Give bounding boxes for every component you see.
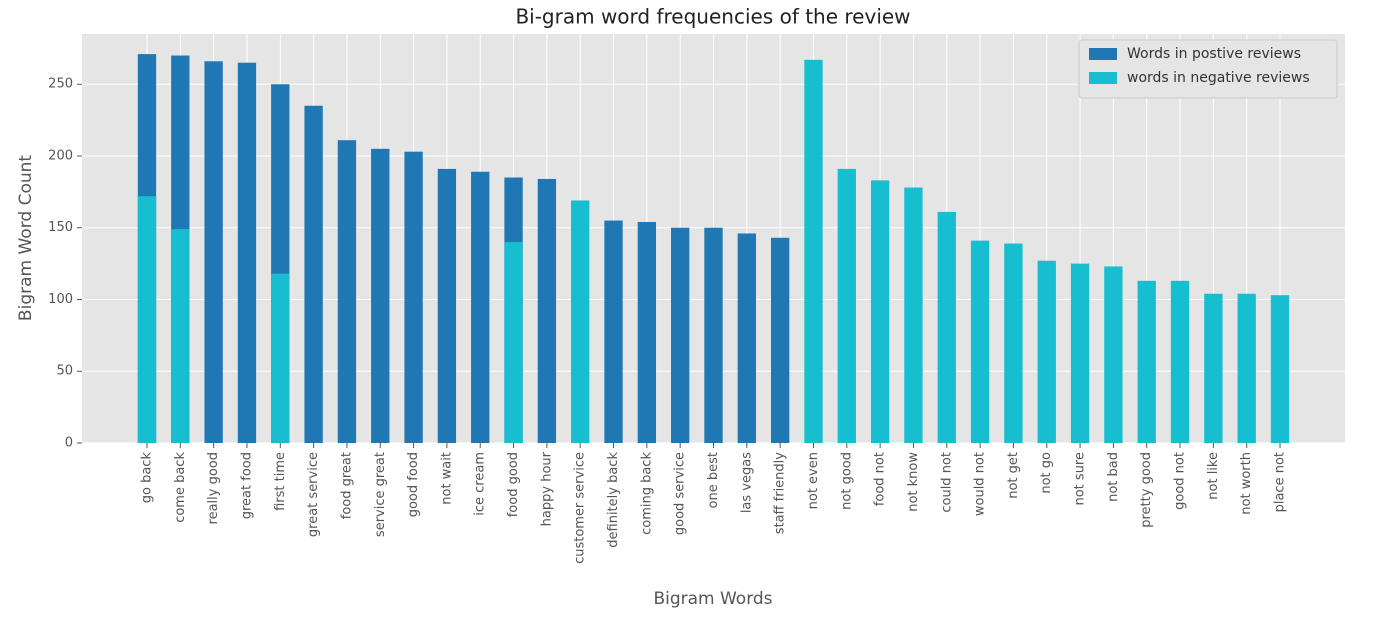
legend-label: words in negative reviews — [1127, 70, 1310, 86]
legend-swatch — [1089, 48, 1117, 60]
bar — [271, 273, 290, 443]
bar — [571, 200, 590, 443]
bar — [171, 229, 190, 443]
x-tick-label: food not — [873, 452, 888, 506]
bar — [1237, 293, 1256, 443]
y-tick-label: 250 — [48, 77, 73, 92]
x-tick-label: not bad — [1106, 452, 1121, 502]
x-tick-label: service great — [373, 452, 388, 537]
bar — [504, 242, 523, 443]
legend-box — [1078, 39, 1338, 99]
bar — [304, 105, 323, 443]
x-tick-label: not sure — [1073, 452, 1088, 506]
y-axis-label: Bigram Word Count — [16, 155, 36, 321]
x-tick-label: would not — [973, 452, 988, 516]
bar — [1170, 280, 1190, 443]
x-tick-label: ice cream — [473, 452, 488, 516]
y-tick-label: 50 — [56, 364, 73, 379]
bar — [1037, 260, 1056, 443]
bar — [237, 62, 257, 444]
bar — [737, 233, 756, 443]
bar — [337, 140, 357, 444]
bar — [1204, 293, 1223, 443]
x-tick-label: not even — [806, 452, 821, 509]
bar — [704, 227, 723, 443]
x-tick-label: not good — [839, 452, 854, 510]
bar — [904, 187, 923, 443]
y-tick-label: 200 — [48, 148, 73, 163]
legend-swatch — [1089, 72, 1117, 84]
x-tick-label: good food — [406, 452, 421, 517]
bars — [137, 54, 1290, 444]
y-tick-label: 0 — [65, 436, 73, 451]
bar — [1070, 263, 1090, 443]
bar — [137, 196, 157, 443]
x-tick-label: place not — [1273, 452, 1288, 512]
x-tick-label: not get — [1006, 452, 1021, 499]
x-tick-label: good not — [1173, 452, 1188, 510]
bar — [204, 61, 223, 444]
legend-label: Words in postive reviews — [1127, 46, 1301, 62]
bar — [371, 148, 390, 444]
bar — [804, 59, 823, 444]
bar — [770, 237, 790, 443]
bar — [404, 151, 423, 444]
x-tick-label: not like — [1206, 452, 1221, 500]
x-tick-label: great food — [239, 452, 254, 519]
x-tick-label: not worth — [1239, 452, 1254, 515]
x-tick-label: las vegas — [739, 452, 754, 513]
bar — [437, 168, 457, 443]
x-tick-label: first time — [273, 452, 288, 511]
x-tick-label: good service — [673, 452, 688, 535]
bar — [671, 227, 690, 443]
bar — [970, 240, 990, 443]
x-tick-label: food good — [506, 452, 521, 517]
bar — [1137, 280, 1156, 443]
x-tick-label: not go — [1039, 452, 1054, 494]
x-tick-label: great service — [306, 452, 321, 537]
bar — [537, 178, 557, 444]
x-axis-label: Bigram Words — [653, 589, 772, 609]
x-tick-label: customer service — [573, 452, 588, 564]
bar — [837, 168, 856, 443]
x-tick-label: food great — [339, 452, 354, 519]
bar — [471, 171, 490, 443]
bar — [937, 211, 956, 443]
bar — [1004, 243, 1023, 443]
x-tick-label: coming back — [639, 452, 654, 535]
y-tick-label: 100 — [48, 292, 73, 307]
legend: Words in postive reviews words in negativ… — [1078, 39, 1338, 99]
x-tick-label: staff friendly — [773, 452, 788, 535]
x-tick-label: not wait — [439, 452, 454, 505]
x-tick-label: definitely back — [606, 452, 621, 548]
x-tick-label: come back — [173, 452, 188, 523]
x-tick-label: could not — [939, 452, 954, 513]
bar — [637, 221, 657, 443]
bar — [870, 180, 890, 443]
x-tick-label: not know — [906, 452, 921, 512]
y-tick-label: 150 — [48, 220, 73, 235]
chart-title: Bi-gram word frequencies of the review — [515, 5, 910, 29]
x-tick-label: happy hour — [539, 451, 554, 526]
bar — [1270, 295, 1290, 443]
x-tick-label: really good — [206, 452, 221, 524]
x-tick-label: one best — [706, 452, 721, 508]
x-tick-label: pretty good — [1139, 452, 1154, 528]
bar — [604, 220, 623, 443]
x-tick-label: go back — [139, 452, 154, 504]
bar — [1104, 266, 1123, 443]
